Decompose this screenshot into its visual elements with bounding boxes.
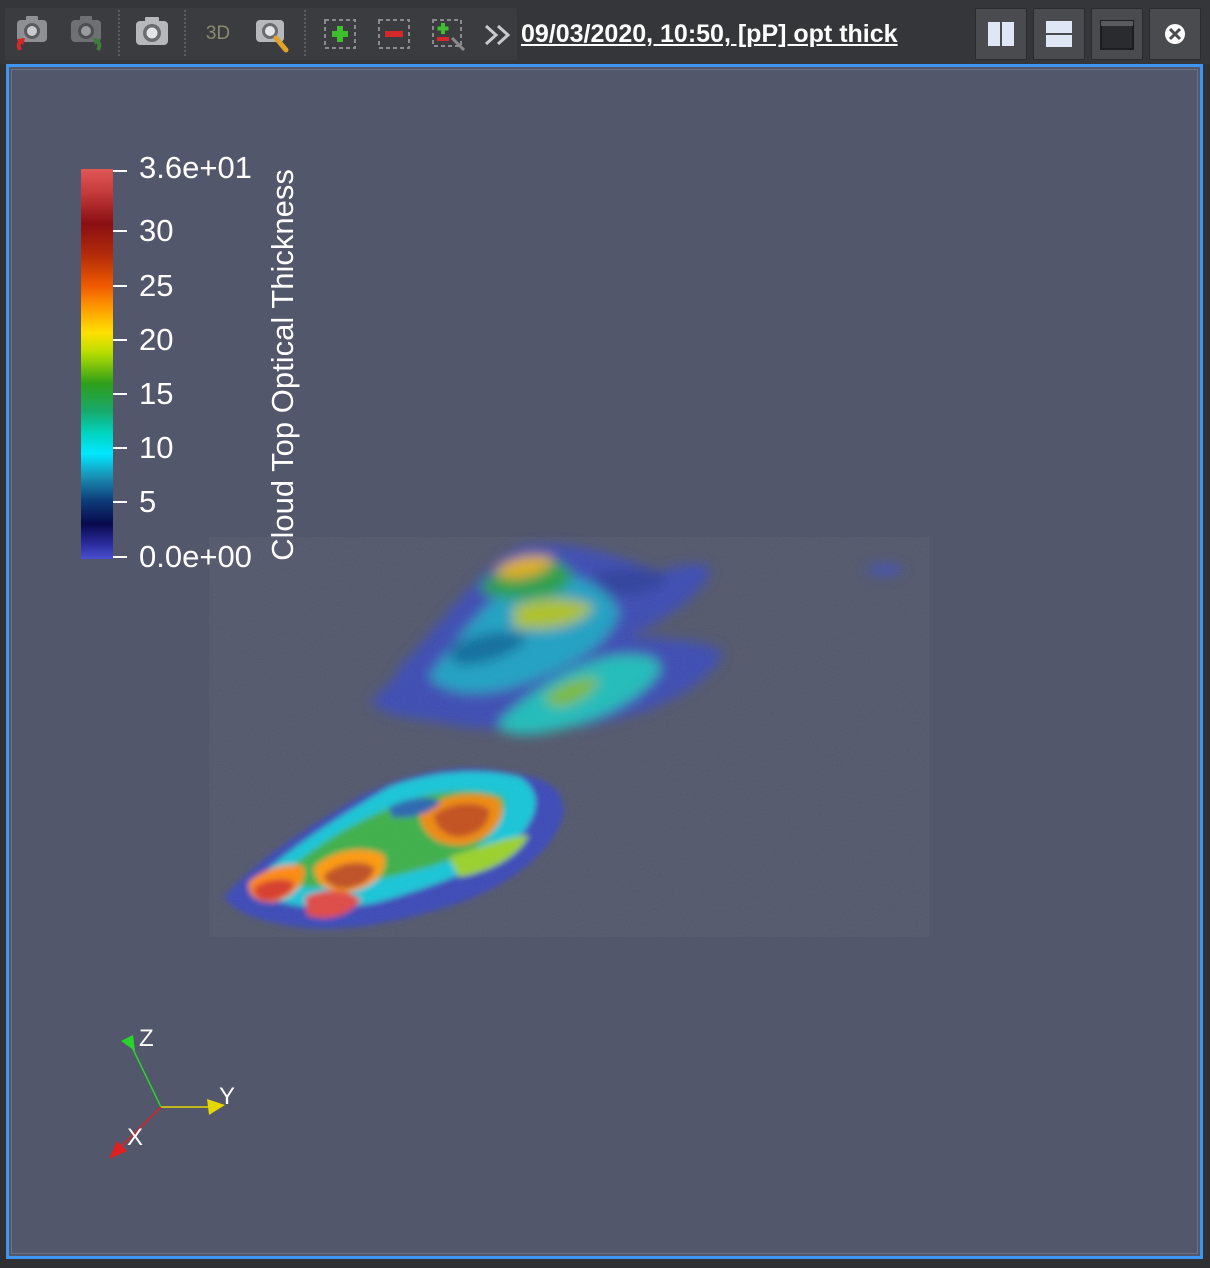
toggle-3d-button[interactable]: 3D [205,23,231,44]
y-axis-arrow [207,1099,225,1115]
x-axis-line [118,1106,162,1150]
color-legend-bar [81,169,113,559]
cloud-volume-render [209,537,929,937]
legend-tick [113,556,127,558]
split-horizontal-button[interactable] [975,8,1027,60]
zoom-to-data-button[interactable] [252,12,292,56]
toolbar-separator [118,10,120,56]
view-title-link[interactable]: 09/03/2020, 10:50, [pP] opt thick [521,20,898,48]
view-toolbar: 3D [0,0,1210,64]
split-vertical-icon [1046,21,1072,47]
split-vertical-button[interactable] [1033,8,1085,60]
maximize-button[interactable] [1091,8,1143,60]
legend-tick-label: 15 [139,376,174,411]
select-add-button[interactable] [320,12,360,56]
legend-title-text: Cloud Top Optical Thickness [265,169,300,561]
legend-tick [113,393,127,395]
legend-tick-label: 5 [139,484,157,519]
reset-camera-button[interactable] [12,12,52,56]
select-toggle-icon [432,19,466,52]
legend-tick-label: 25 [139,268,174,303]
reset-camera-icon [16,16,47,51]
z-axis-line [128,1040,162,1108]
orientation-axes: Z Y X [99,1025,249,1169]
select-add-icon [324,19,356,49]
close-icon [1165,24,1185,44]
select-subtract-icon [378,19,410,49]
x-axis-arrow [109,1141,127,1159]
legend-tick [113,501,127,503]
legend-tick-label: 30 [139,213,174,248]
x-axis-label: X [127,1124,144,1151]
capture-screenshot-button[interactable] [132,12,172,56]
reset-camera-closest-button[interactable] [66,12,106,56]
legend-max-label: 3.6e+01 [139,150,252,185]
legend-min-label: 0.0e+00 [139,539,252,574]
legend-tick [113,170,127,172]
orientation-axes-glyph [109,1035,225,1159]
reset-camera-closest-icon [71,16,102,51]
legend-tick [113,230,127,232]
toolbar-separator [184,10,186,56]
legend-tick-label: 10 [139,430,174,465]
legend-tick-label: 20 [139,322,174,357]
render-view-inner-frame [11,69,1198,1254]
capture-screenshot-icon [136,17,168,45]
select-toggle-button[interactable] [428,12,468,56]
split-horizontal-icon [988,22,1014,46]
legend-tick [113,285,127,287]
z-axis-label: Z [139,1025,154,1052]
more-tools-button[interactable] [482,22,516,48]
more-tools-chevron-icon [484,24,511,46]
y-axis-label: Y [219,1083,236,1110]
legend-tick [113,339,127,341]
toolbar-separator [304,10,306,56]
select-subtract-button[interactable] [374,12,414,56]
zoom-to-data-icon [256,20,289,53]
legend-title: Cloud Top Optical Thickness [265,147,301,583]
maximize-icon [1100,20,1134,50]
legend-tick [113,447,127,449]
close-view-button[interactable] [1149,8,1201,60]
z-axis-arrow [121,1035,135,1051]
render-view[interactable]: 3.6e+01 30 25 20 15 10 5 0.0e+00 Cloud T… [6,64,1203,1259]
